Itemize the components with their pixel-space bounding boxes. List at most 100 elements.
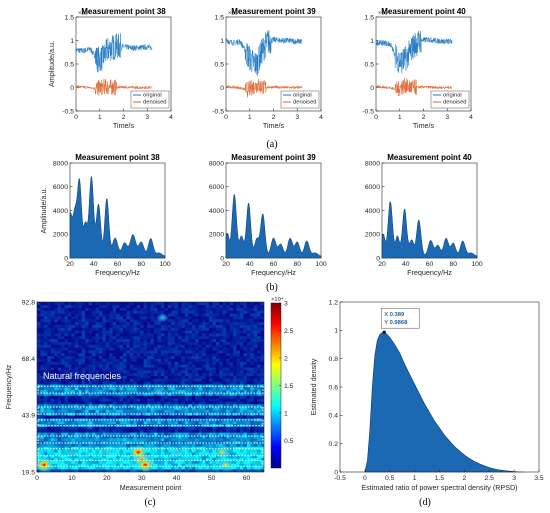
c-heatmap-cell <box>250 330 254 334</box>
c-heatmap-cell <box>239 344 244 348</box>
c-heatmap-cell <box>205 449 210 453</box>
c-heatmap-cell <box>112 432 117 436</box>
c-heatmap-cell <box>126 440 131 444</box>
c-heatmap-cell <box>219 429 224 433</box>
c-heatmap-cell <box>112 457 117 461</box>
c-heatmap-cell <box>202 412 206 416</box>
c-heatmap-cell <box>229 435 234 439</box>
c-heatmap-cell <box>246 449 251 453</box>
c-heatmap-cell <box>150 324 155 328</box>
c-heatmap-cell <box>233 361 237 365</box>
c-heatmap-cell <box>78 321 83 325</box>
c-heatmap-cell <box>236 307 241 311</box>
c-heatmap-cell <box>246 307 251 311</box>
c-heatmap-cell <box>198 429 203 433</box>
c-heatmap-cell <box>195 426 199 430</box>
c-heatmap-cell <box>61 435 65 439</box>
c-heatmap-cell <box>71 418 76 422</box>
c-heatmap-cell <box>61 415 65 419</box>
c-heatmap-cell <box>64 463 69 467</box>
c-heatmap-cell <box>198 457 203 461</box>
c-heatmap-cell <box>174 304 179 308</box>
c-heatmap-cell <box>105 353 110 357</box>
c-heatmap-cell <box>126 321 131 325</box>
c-heatmap-cell <box>61 350 65 354</box>
c-heatmap-cell <box>54 344 58 348</box>
c-heatmap-cell <box>208 381 213 385</box>
c-heatmap-cell <box>67 338 72 342</box>
c-heatmap-cell <box>246 432 251 436</box>
c-heatmap-cell <box>233 364 237 368</box>
c-heatmap-cell <box>243 426 248 430</box>
c-heatmap-cell <box>136 395 141 399</box>
c-heatmap-cell <box>195 469 199 472</box>
c-heatmap-cell <box>226 435 230 439</box>
c-heatmap-cell <box>257 449 261 453</box>
c-heatmap-cell <box>74 435 79 439</box>
c-heatmap-cell <box>167 381 172 385</box>
c-heatmap-cell <box>37 336 41 340</box>
c-heatmap-cell <box>67 398 72 402</box>
c-heatmap-cell <box>246 395 251 399</box>
c-heatmap-cell <box>150 313 155 317</box>
c-heatmap-cell <box>246 330 251 334</box>
c-heatmap-cell <box>243 460 248 464</box>
c-heatmap-cell <box>260 457 264 461</box>
c-heatmap-cell <box>184 319 189 323</box>
c-heatmap-cell <box>153 457 158 461</box>
c-heatmap-cell <box>184 375 189 379</box>
c-heatmap-cell <box>164 398 168 402</box>
c-heatmap-cell <box>64 358 69 362</box>
a3-legend-label: original <box>443 93 462 99</box>
c-heatmap-cell <box>95 327 100 331</box>
c-heatmap-cell <box>50 409 55 413</box>
c-heatmap-cell <box>219 372 224 376</box>
c-heatmap-cell <box>208 378 213 382</box>
c-heatmap-cell <box>178 463 182 467</box>
c-heatmap-cell <box>257 355 261 359</box>
c-heatmap-cell <box>167 350 172 354</box>
c-heatmap-cell <box>150 358 155 362</box>
c-heatmap-cell <box>202 378 206 382</box>
c-heatmap-cell <box>260 347 264 351</box>
c-heatmap-hotspot <box>65 447 78 458</box>
c-heatmap-cell <box>143 347 148 351</box>
a2-ytick-label: 0.5 <box>215 61 225 68</box>
c-heatmap-cell <box>57 438 62 442</box>
c-heatmap-cell <box>157 426 162 430</box>
c-heatmap-cell <box>98 355 103 359</box>
c-heatmap-cell <box>219 423 224 427</box>
c-heatmap-cell <box>147 406 151 410</box>
c-heatmap-cell <box>195 358 199 362</box>
c-heatmap-cell <box>78 313 83 317</box>
c-heatmap-cell <box>88 313 93 317</box>
c-heatmap-cell <box>105 341 110 345</box>
c-heatmap-cell <box>226 370 230 374</box>
c-heatmap-cell <box>184 398 189 402</box>
c-heatmap-cell <box>78 350 83 354</box>
c-heatmap-cell <box>98 392 103 396</box>
c-heatmap-cell <box>119 310 124 314</box>
c-heatmap-cell <box>50 330 55 334</box>
c-heatmap-cell <box>222 341 227 345</box>
c-heatmap-cell <box>181 438 186 442</box>
c-heatmap-cell <box>133 421 138 425</box>
c-heatmap-cell <box>95 378 100 382</box>
c-heatmap-cell <box>133 415 138 419</box>
c-heatmap-cell <box>147 392 151 396</box>
c-heatmap-cell <box>147 364 151 368</box>
c-heatmap-cell <box>95 426 100 430</box>
c-heatmap-cell <box>88 435 93 439</box>
c-heatmap-cell <box>85 398 89 402</box>
c-heatmap-cell <box>119 302 124 306</box>
c-heatmap-cell <box>78 307 83 311</box>
c-heatmap-cell <box>260 375 264 379</box>
d-ytick-label: 0.4 <box>329 413 339 420</box>
d-xtick-label: 2.5 <box>485 475 495 482</box>
c-heatmap-cell <box>246 443 251 447</box>
c-heatmap-cell <box>67 463 72 467</box>
c-heatmap-cell <box>40 324 45 328</box>
c-heatmap-cell <box>78 372 83 376</box>
b3-ytick-label: 2000 <box>365 232 380 239</box>
c-heatmap-cell <box>229 452 234 456</box>
